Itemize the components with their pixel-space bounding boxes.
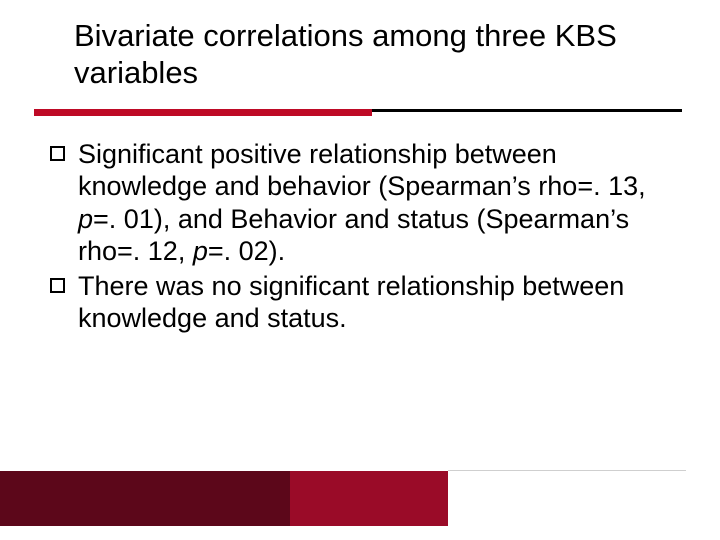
slide: Bivariate correlations among three KBS v… xyxy=(0,0,720,540)
footer-bar-dark xyxy=(0,471,290,526)
square-bullet-icon xyxy=(50,278,65,293)
title-rule-red xyxy=(34,109,372,116)
footer-line xyxy=(448,470,686,471)
bullet-item: There was no significant relationship be… xyxy=(50,270,670,335)
body-text: Significant positive relationship betwee… xyxy=(50,138,670,336)
slide-title: Bivariate correlations among three KBS v… xyxy=(74,18,664,91)
bullet-text: There was no significant relationship be… xyxy=(78,270,670,335)
bullet-text: Significant positive relationship betwee… xyxy=(78,138,670,268)
square-bullet-icon xyxy=(50,146,65,161)
bullet-item: Significant positive relationship betwee… xyxy=(50,138,670,268)
title-rule-black xyxy=(372,109,682,112)
